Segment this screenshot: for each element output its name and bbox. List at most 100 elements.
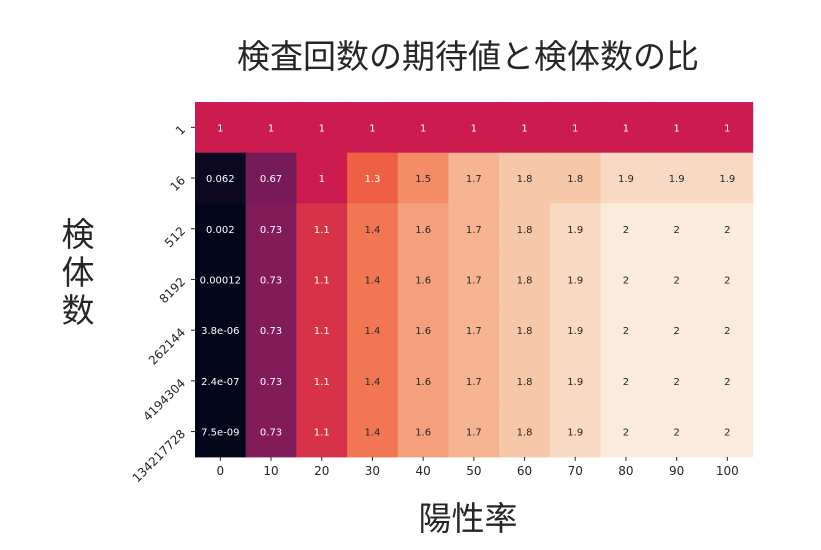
heatmap-cell: [651, 406, 703, 458]
heatmap-cell: [702, 254, 754, 306]
heatmap-cell: [651, 102, 703, 154]
cell-value-label: 1.1: [314, 428, 330, 439]
cell-value-label: 1.6: [415, 428, 431, 439]
y-tick-label: 4194304: [140, 376, 188, 424]
heatmap-cell: [549, 203, 602, 255]
cell-value-label: 1.4: [364, 225, 380, 236]
heatmap-cell: [499, 152, 551, 204]
x-tick-label: 10: [263, 464, 278, 478]
heatmap-cell: [651, 304, 703, 356]
cell-value-label: 2: [724, 377, 730, 388]
heatmap-cell: [195, 102, 247, 154]
cell-value-label: 1.8: [517, 428, 533, 439]
cell-value-label: 1.1: [314, 275, 330, 286]
cell-value-label: 1.6: [415, 377, 431, 388]
cell-value-label: 2: [673, 225, 679, 236]
cell-value-label: 1.1: [314, 225, 330, 236]
heatmap-cell: [702, 406, 754, 458]
cell-value-label: 2: [673, 428, 679, 439]
heatmap-cell: [245, 152, 297, 204]
cell-value-label: 0.73: [260, 326, 282, 337]
y-tick-label: 512: [162, 224, 188, 250]
heatmap-cell: [499, 254, 551, 306]
heatmap-cell: [245, 203, 297, 255]
cell-value-label: 1: [268, 123, 274, 134]
heatmap-cell: [195, 304, 247, 356]
cell-value-label: 1.4: [364, 377, 380, 388]
cell-value-label: 1.8: [567, 174, 583, 185]
cell-value-label: 1: [420, 123, 426, 134]
heatmap-cell: [347, 355, 399, 407]
cell-value-label: 1.3: [364, 174, 380, 185]
heatmap-cell: [347, 304, 399, 356]
heatmap-cell: [549, 102, 602, 154]
heatmap-cell: [296, 406, 348, 458]
x-tick-label: 30: [365, 464, 380, 478]
cell-value-label: 1.6: [415, 225, 431, 236]
heatmap-cell: [195, 355, 247, 407]
cell-value-label: 1.7: [466, 326, 482, 337]
heatmap-cell: [702, 304, 754, 356]
heatmap-cell: [448, 406, 500, 458]
cell-value-label: 1.8: [517, 225, 533, 236]
heatmap-cell: [245, 102, 297, 154]
heatmap-cell: [651, 254, 703, 306]
cell-value-label: 1: [471, 123, 477, 134]
cell-value-label: 2: [623, 225, 629, 236]
y-tick-label: 8192: [157, 275, 188, 306]
heatmap-cell: [296, 355, 348, 407]
cell-value-label: 7.5e-09: [201, 428, 239, 439]
x-tick-label: 20: [314, 464, 329, 478]
heatmap-cell: [499, 406, 551, 458]
cell-value-label: 1.8: [517, 275, 533, 286]
heatmap-cell: [499, 102, 551, 154]
heatmap-cell: [600, 203, 652, 255]
cell-value-label: 1: [369, 123, 375, 134]
heatmap-cell: [600, 102, 652, 154]
heatmap-cell: [600, 304, 652, 356]
heatmap-cell: [296, 102, 348, 154]
cell-value-label: 1.9: [567, 225, 583, 236]
cell-value-label: 1: [319, 174, 325, 185]
cell-value-label: 1.7: [466, 174, 482, 185]
heatmap-cell: [245, 355, 297, 407]
y-tick-label: 16: [167, 173, 188, 194]
heatmap-cell: [702, 152, 754, 204]
x-tick-label: 70: [568, 464, 583, 478]
heatmap-cell: [195, 203, 247, 255]
heatmap-cell: [600, 254, 652, 306]
heatmap-cell: [549, 355, 602, 407]
heatmap-cell: [296, 254, 348, 306]
heatmap-cell: [600, 406, 652, 458]
cell-value-label: 1.9: [567, 428, 583, 439]
x-tick-label: 40: [416, 464, 431, 478]
heatmap-cell: [549, 304, 602, 356]
cell-value-label: 1.6: [415, 275, 431, 286]
heatmap-cell: [448, 304, 500, 356]
heatmap-cell: [448, 102, 500, 154]
heatmap-cell: [499, 355, 551, 407]
cell-value-label: 1.7: [466, 428, 482, 439]
cell-value-label: 2: [623, 377, 629, 388]
heatmap-cell: [245, 304, 297, 356]
cell-value-label: 1.4: [364, 326, 380, 337]
heatmap-cell: [651, 203, 703, 255]
heatmap-cell: [195, 152, 247, 204]
chart-title: 検査回数の期待値と検体数の比: [237, 37, 699, 76]
x-tick-label: 0: [217, 464, 225, 478]
cell-value-label: 0.73: [260, 225, 282, 236]
heatmap-cell: [651, 152, 703, 204]
cell-value-label: 1.1: [314, 377, 330, 388]
cell-value-label: 1.8: [517, 174, 533, 185]
heatmap-cell: [245, 406, 297, 458]
heatmap-cell: [448, 152, 500, 204]
cell-value-label: 1: [521, 123, 527, 134]
cell-value-label: 1.6: [415, 326, 431, 337]
cell-value-label: 1.4: [364, 275, 380, 286]
cell-value-label: 1.9: [567, 326, 583, 337]
cell-value-label: 2: [623, 428, 629, 439]
cell-value-label: 1: [319, 123, 325, 134]
cell-value-label: 1.7: [466, 377, 482, 388]
cell-value-label: 1: [623, 123, 629, 134]
